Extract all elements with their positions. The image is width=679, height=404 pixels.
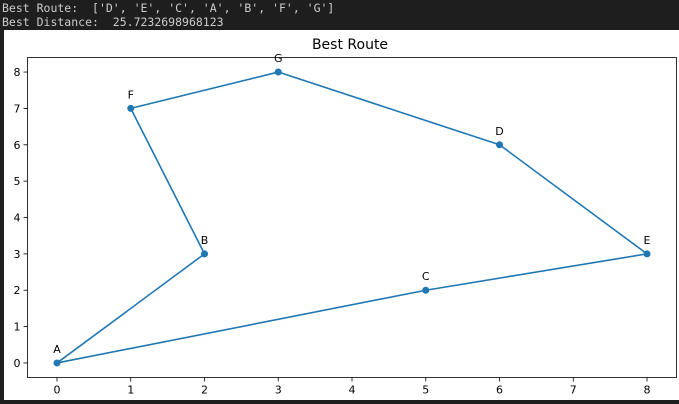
route-point-B — [201, 250, 208, 258]
x-tick-label: 8 — [644, 384, 651, 397]
plot-area-frame — [27, 57, 677, 378]
best-route-line: Best Route: ['D', 'E', 'C', 'A', 'B', 'F… — [0, 1, 679, 15]
y-tick-label: 3 — [14, 248, 21, 261]
y-tick-label: 5 — [14, 175, 21, 188]
route-segment-G-D — [278, 71, 500, 146]
y-tick-label: 6 — [14, 139, 21, 152]
route-segment-E-C — [425, 253, 648, 292]
y-tick-label: 1 — [14, 321, 21, 334]
route-points: D E C A B F G — [53, 52, 651, 367]
x-tick-label: 7 — [570, 384, 577, 397]
x-tick-label: 0 — [54, 384, 61, 397]
x-tick-label: 4 — [349, 384, 356, 397]
best-route-value: ['D', 'E', 'C', 'A', 'B', 'F', 'G'] — [92, 1, 335, 15]
point-label-D: D — [495, 125, 503, 138]
route-lines — [56, 71, 648, 364]
point-label-A: A — [53, 343, 61, 356]
point-label-G: G — [274, 52, 283, 65]
route-point-C — [422, 286, 430, 294]
y-tick-label: 2 — [14, 284, 21, 297]
axis-ticks: 0 1 2 3 4 5 6 7 8 0 1 2 3 4 5 6 7 8 — [14, 66, 651, 396]
point-label-E: E — [644, 234, 651, 247]
route-segment-A-B — [56, 253, 205, 364]
y-tick-label: 0 — [14, 357, 21, 370]
best-distance-line: Best Distance: 25.7232698968123 — [0, 15, 679, 29]
route-point-G — [274, 68, 282, 76]
route-chart: Best Route 0 1 2 3 4 5 6 7 8 0 1 2 3 4 5 6 7 8 D E C A B F G — [14, 37, 677, 397]
route-point-F — [127, 104, 135, 112]
y-tick-label: 4 — [14, 212, 21, 225]
route-segment-B-F — [130, 108, 206, 255]
route-segment-F-G — [130, 71, 279, 110]
best-distance-value: 25.7232698968123 — [112, 15, 224, 29]
x-tick-label: 6 — [496, 384, 503, 397]
route-point-E — [643, 250, 651, 258]
x-tick-label: 1 — [127, 384, 134, 397]
best-distance-label: Best Distance: — [2, 15, 99, 29]
point-label-F: F — [128, 88, 134, 101]
route-segment-C-A — [56, 289, 426, 364]
point-label-B: B — [201, 234, 209, 247]
best-route-label: Best Route: — [2, 1, 79, 15]
x-tick-label: 2 — [201, 384, 208, 397]
x-tick-label: 5 — [422, 384, 429, 397]
route-point-A — [53, 359, 61, 367]
route-point-D — [496, 141, 503, 149]
point-label-C: C — [422, 270, 430, 283]
route-segment-D-E — [499, 144, 648, 255]
console-output: Best Route: ['D', 'E', 'C', 'A', 'B', 'F… — [0, 0, 679, 30]
y-tick-label: 7 — [14, 102, 21, 115]
chart-figure: Best Route 0 1 2 3 4 5 6 7 8 0 1 2 3 4 5 6 7 8 D E C A B F G — [4, 30, 679, 400]
chart-title: Best Route — [312, 37, 388, 53]
y-tick-label: 8 — [14, 66, 21, 79]
x-tick-label: 3 — [275, 384, 282, 397]
